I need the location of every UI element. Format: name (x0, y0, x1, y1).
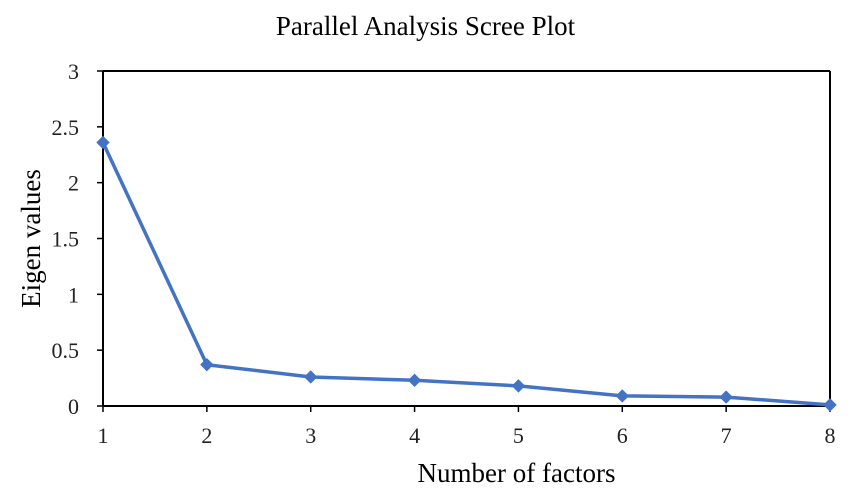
x-tick-label: 5 (513, 423, 524, 448)
x-tick-label: 6 (617, 423, 628, 448)
y-tick-label: 0 (68, 394, 79, 419)
series-line (101, 141, 831, 407)
x-axis-ticks: 1 2 3 4 5 6 7 8 (98, 406, 836, 448)
x-tick-label: 4 (409, 423, 420, 448)
x-tick-label: 7 (721, 423, 732, 448)
x-tick-label: 3 (305, 423, 316, 448)
data-point-marker (823, 398, 837, 412)
x-tick-label: 2 (201, 423, 212, 448)
data-point-marker (511, 379, 526, 393)
chart-title: Parallel Analysis Scree Plot (275, 11, 576, 41)
data-point-marker (96, 135, 110, 150)
data-point-marker (304, 370, 318, 384)
y-tick-label: 2.5 (52, 115, 80, 140)
y-tick-label: 1.5 (52, 227, 80, 252)
y-tick-label: 0.5 (52, 338, 80, 363)
series-group (96, 135, 837, 412)
y-tick-label: 2 (68, 171, 79, 196)
x-tick-label: 1 (98, 423, 109, 448)
y-axis-title: Eigen values (16, 169, 46, 308)
data-point-marker (407, 373, 422, 388)
plot-frame-group (102, 70, 831, 407)
y-tick-label: 1 (68, 282, 79, 307)
x-tick-label: 8 (825, 423, 836, 448)
y-axis-ticks: 0 0.5 1 1.5 2 2.5 3 (52, 59, 103, 419)
data-point-marker (615, 389, 629, 403)
data-point-marker (719, 390, 733, 404)
y-tick-label: 3 (68, 59, 79, 84)
x-axis-title: Number of factors (418, 458, 616, 488)
data-point-marker (200, 357, 214, 372)
